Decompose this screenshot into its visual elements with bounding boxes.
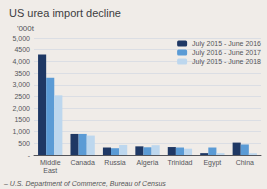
svg-text:China: China — [236, 159, 254, 166]
svg-text:Trinidad: Trinidad — [167, 159, 192, 166]
svg-text:Russia: Russia — [104, 159, 126, 166]
svg-text:-: - — [28, 152, 31, 159]
svg-text:Middle: Middle — [40, 159, 61, 166]
svg-text:1500: 1500 — [14, 116, 30, 123]
svg-text:500: 500 — [18, 140, 30, 147]
svg-text:'000t: '000t — [17, 24, 35, 33]
svg-text:– U.S. Department of Commerce,: – U.S. Department of Commerce, Bureau of… — [3, 180, 166, 188]
svg-text:East: East — [43, 167, 57, 174]
svg-text:5,000: 5,000 — [12, 35, 30, 42]
svg-text:US urea import decline: US urea import decline — [9, 7, 121, 19]
svg-text:Canada: Canada — [70, 159, 95, 166]
svg-text:3,000: 3,000 — [12, 81, 30, 88]
svg-text:4,000: 4,000 — [12, 58, 30, 65]
svg-text:2500: 2500 — [14, 93, 30, 100]
svg-text:1,000: 1,000 — [12, 128, 30, 135]
svg-text:Algeria: Algeria — [137, 159, 159, 167]
svg-text:July 2015 - June 2018: July 2015 - June 2018 — [192, 58, 261, 66]
svg-text:July 2016 - June 2017: July 2016 - June 2017 — [192, 49, 261, 57]
svg-text:2,000: 2,000 — [12, 105, 30, 112]
svg-text:3500: 3500 — [14, 70, 30, 77]
svg-text:Egypt: Egypt — [203, 159, 221, 167]
svg-text:July 2015 - June 2016: July 2015 - June 2016 — [192, 40, 261, 48]
svg-text:4500: 4500 — [14, 46, 30, 53]
